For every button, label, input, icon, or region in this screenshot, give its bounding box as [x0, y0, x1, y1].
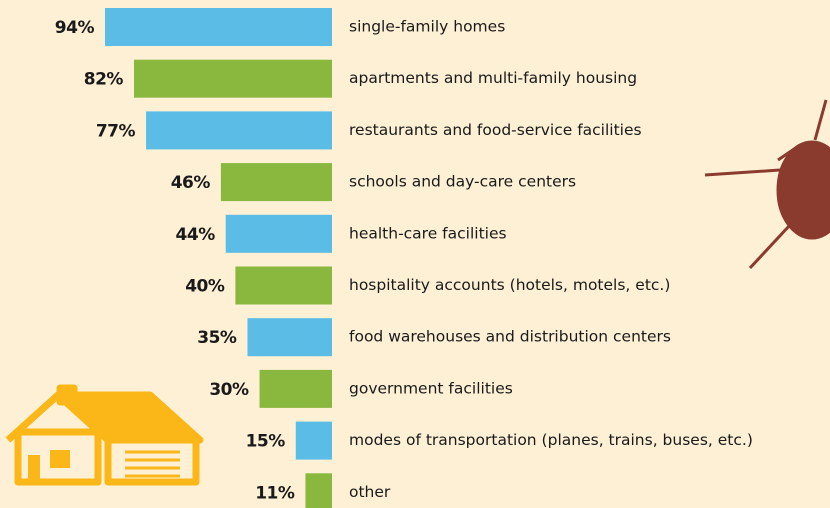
value-label: 46% [171, 173, 211, 193]
garage-door [125, 450, 180, 478]
value-label: 15% [246, 432, 286, 452]
house-icon [5, 384, 204, 486]
value-label: 94% [55, 18, 95, 38]
bar [146, 111, 332, 150]
value-label: 11% [255, 483, 295, 503]
bug-icon [704, 99, 830, 270]
bar [225, 214, 332, 253]
bar [295, 421, 332, 460]
bar [133, 59, 332, 98]
bar [235, 266, 332, 305]
value-label: 44% [176, 225, 216, 245]
value-label: 40% [185, 277, 225, 297]
bar [220, 163, 332, 202]
category-label: apartments and multi-family housing [349, 69, 637, 87]
category-label: food warehouses and distribution centers [349, 328, 671, 346]
value-label: 82% [84, 70, 124, 90]
category-label: single-family homes [349, 18, 505, 36]
house-window [50, 450, 70, 468]
category-label: hospitality accounts (hotels, motels, et… [349, 276, 670, 294]
category-label: other [349, 483, 391, 501]
category-label: restaurants and food-service facilities [349, 121, 642, 139]
category-label: schools and day-care centers [349, 173, 576, 191]
bar [259, 369, 332, 408]
value-label: 35% [197, 328, 237, 348]
bar [247, 318, 332, 357]
house-door [28, 455, 40, 482]
value-label: 77% [96, 121, 136, 141]
category-label: modes of transportation (planes, trains,… [349, 431, 753, 449]
category-label: health-care facilities [349, 224, 507, 242]
category-label: government facilities [349, 379, 513, 397]
value-label: 30% [209, 380, 249, 400]
bar [104, 8, 333, 46]
bar [305, 473, 332, 508]
